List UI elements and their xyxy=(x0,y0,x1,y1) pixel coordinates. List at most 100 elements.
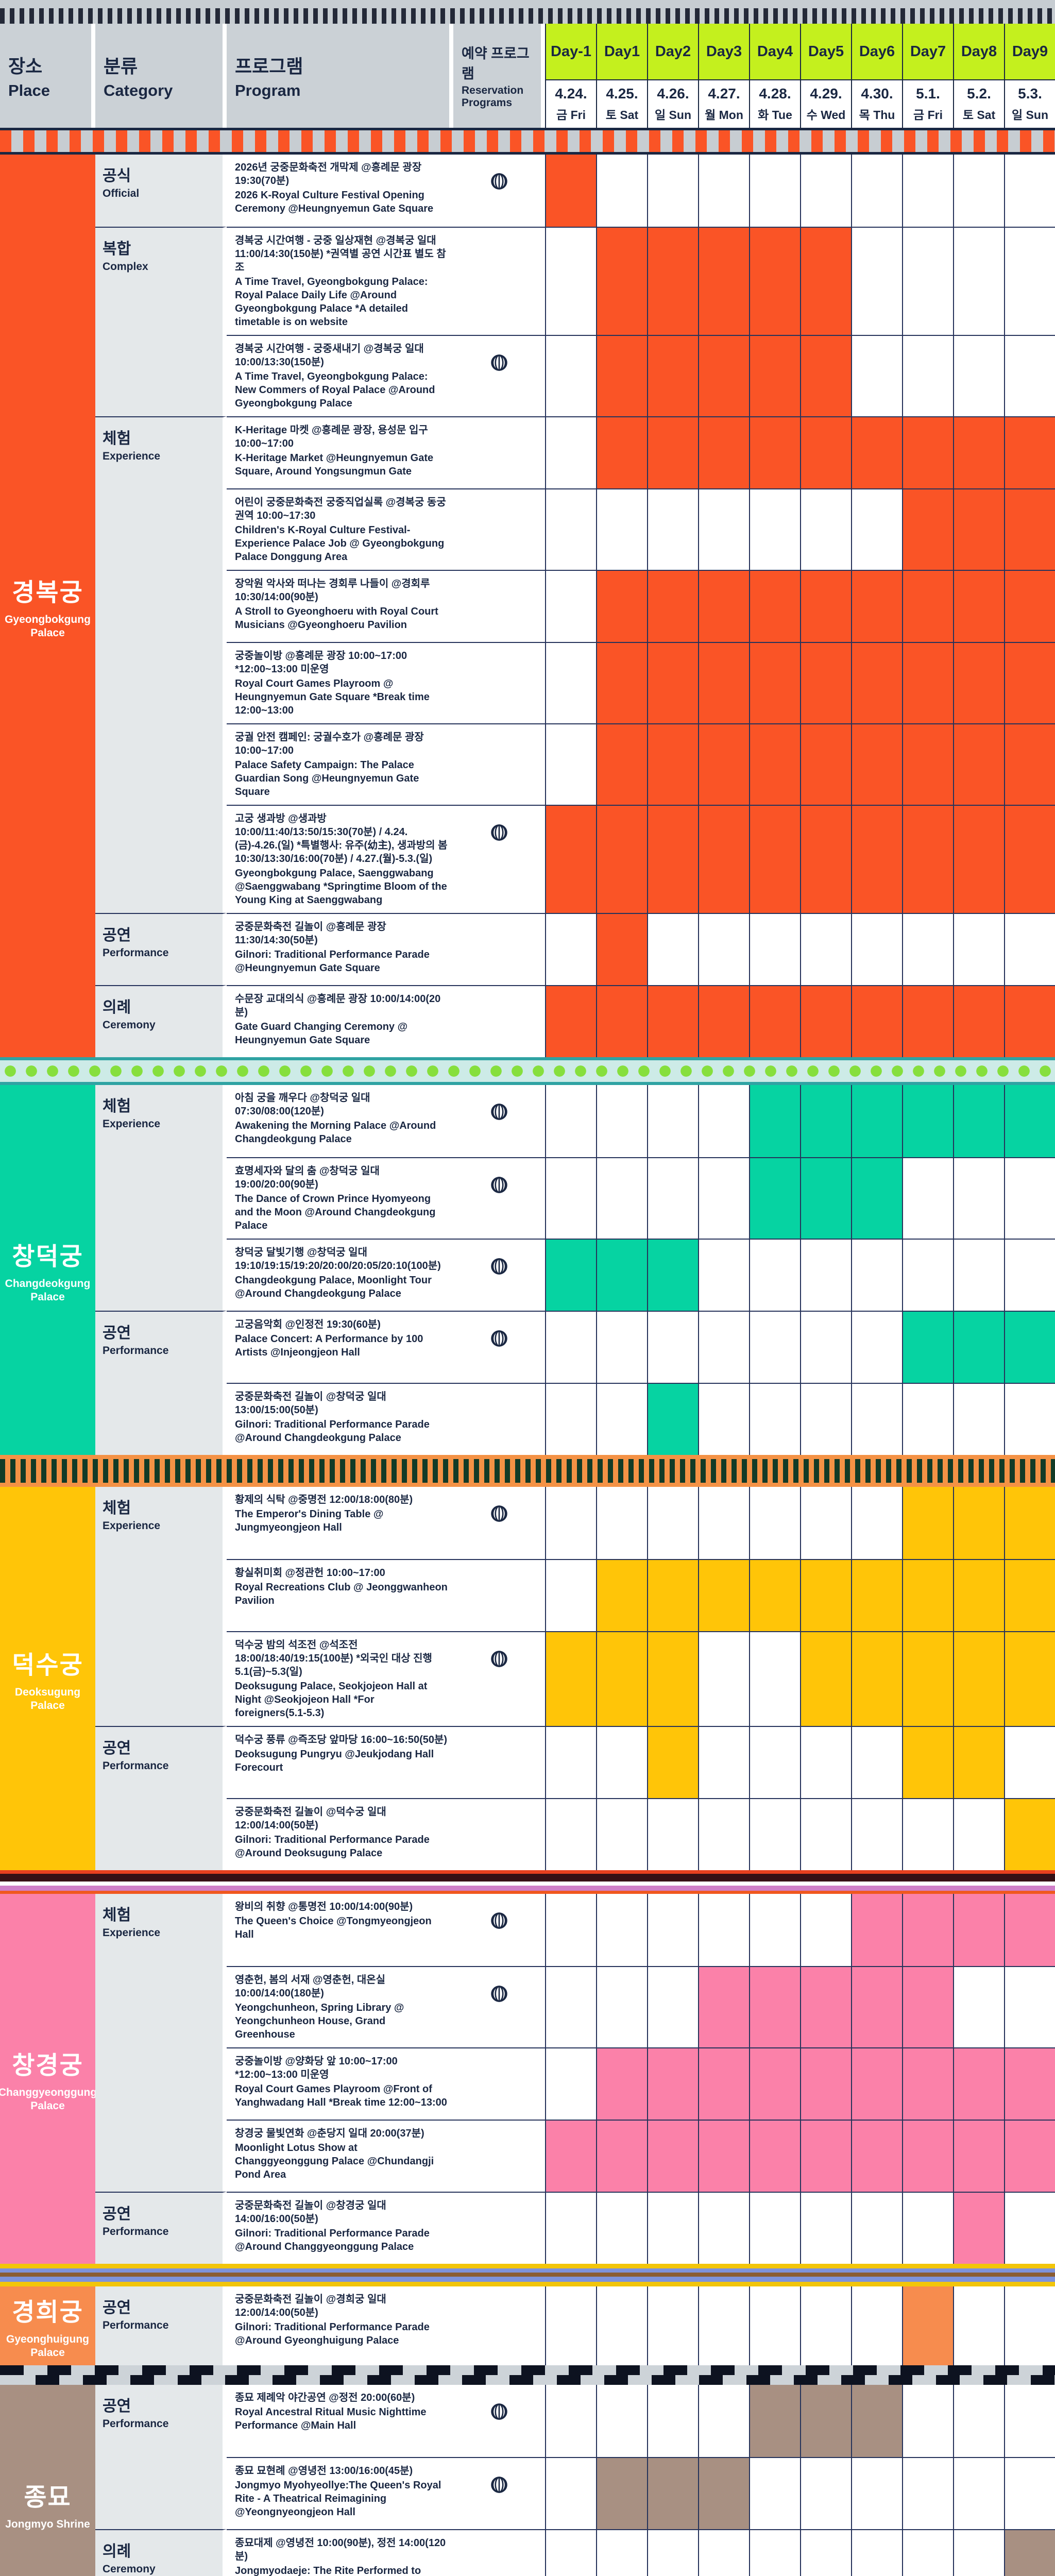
day-cell-empty xyxy=(851,913,902,985)
day-cell-filled xyxy=(902,488,953,570)
section-separator xyxy=(0,1455,1055,1487)
day-cell-filled xyxy=(749,1559,800,1631)
day-cell-filled xyxy=(1004,642,1055,723)
program-cell: 덕수궁 밤의 석조전 @석조전 18:00/18:40/19:15(100분) … xyxy=(227,1631,453,1726)
day-cell-filled xyxy=(596,723,647,805)
day-cell-empty xyxy=(698,2286,749,2365)
reservation-striped-globe-icon xyxy=(490,1103,508,1121)
day-cell-empty xyxy=(647,1487,698,1559)
day-cell-empty xyxy=(545,642,596,723)
program-title-ko: 덕수궁 밤의 석조전 @석조전 18:00/18:40/19:15(100분) … xyxy=(235,1638,448,1679)
reservation-cell xyxy=(453,1311,545,1383)
day-cell-empty xyxy=(749,2286,800,2365)
day-cell-empty xyxy=(749,1311,800,1383)
category-en: Performance xyxy=(103,1760,215,1772)
day-cell-empty xyxy=(800,1487,851,1559)
day-header-date: 4.24.금 Fri xyxy=(546,79,596,128)
day-cell-empty xyxy=(1004,1239,1055,1311)
day-cell-filled xyxy=(851,2120,902,2192)
top-stripe-border xyxy=(0,0,1055,24)
day-cell-empty xyxy=(647,913,698,985)
program-cell: 경복궁 시간여행 - 궁중새내기 @경복궁 일대 10:00/13:30(150… xyxy=(227,335,453,416)
day-cell-empty xyxy=(545,2286,596,2365)
day-cell-empty xyxy=(749,1383,800,1455)
program-title-ko: 창경궁 물빛연화 @춘당지 일대 20:00(37분) xyxy=(235,2127,448,2140)
day-cell-empty xyxy=(749,2529,800,2576)
day-cell-filled xyxy=(698,570,749,642)
date-value: 4.30. xyxy=(861,86,893,102)
reservation-cell xyxy=(453,723,545,805)
day-cell-filled xyxy=(698,2047,749,2120)
day-header-date: 5.2.토 Sat xyxy=(954,79,1004,128)
day-cell-empty xyxy=(851,2192,902,2264)
day-cell-filled xyxy=(953,723,1004,805)
program-cell: 궁중문화축전 길놀이 @창경궁 일대 14:00/16:00(50분)Gilno… xyxy=(227,2192,453,2264)
day-cell-filled xyxy=(953,985,1004,1057)
day-cell-empty xyxy=(698,1798,749,1870)
day-header-label: Day5 xyxy=(801,24,851,79)
date-value: 4.29. xyxy=(810,86,842,102)
day-cell-empty xyxy=(698,155,749,227)
program-title-ko: 궁중문화축전 길놀이 @경희궁 일대 12:00/14:00(50분) xyxy=(235,2293,448,2319)
day-cell-filled xyxy=(902,1487,953,1559)
day-cell-empty xyxy=(698,1311,749,1383)
day-cell-filled xyxy=(749,805,800,913)
day-cell-empty xyxy=(698,1239,749,1311)
day-cell-empty xyxy=(545,1085,596,1157)
category-en: Experience xyxy=(103,450,215,463)
place-name-ko: 창덕궁 xyxy=(12,1236,83,1272)
day-cell-empty xyxy=(596,1383,647,1455)
day-cell-filled xyxy=(902,1726,953,1798)
day-cell-empty xyxy=(851,227,902,335)
category-ko: 체험 xyxy=(103,1495,215,1518)
day-cell-filled xyxy=(953,488,1004,570)
day-cell-empty xyxy=(749,488,800,570)
reservation-striped-globe-icon xyxy=(490,172,508,191)
day-cell-filled xyxy=(1004,1085,1055,1157)
day-cell-empty xyxy=(902,2529,953,2576)
day-header-date: 5.3.일 Sun xyxy=(1005,79,1055,128)
day-cell-filled xyxy=(1004,1487,1055,1559)
day-cell-filled xyxy=(953,1631,1004,1726)
program-cell: 영춘헌, 봄의 서재 @영춘헌, 대온실 10:00/14:00(180분)Ye… xyxy=(227,1966,453,2047)
day-cell-empty xyxy=(749,1487,800,1559)
program-cell: 창경궁 물빛연화 @춘당지 일대 20:00(37분)Moonlight Lot… xyxy=(227,2120,453,2192)
day-cell-filled xyxy=(545,985,596,1057)
day-cell-filled xyxy=(1004,1798,1055,1870)
day-cell-empty xyxy=(851,488,902,570)
day-cell-empty xyxy=(851,1383,902,1455)
day-header-date: 5.1.금 Fri xyxy=(903,79,953,128)
place-name-ko: 창경궁 xyxy=(12,2045,83,2081)
day-cell-empty xyxy=(647,488,698,570)
day-cell-filled xyxy=(800,642,851,723)
day-cell-filled xyxy=(647,1726,698,1798)
day-cell-filled xyxy=(1004,416,1055,488)
program-title-ko: 궁중문화축전 길놀이 @창경궁 일대 14:00/16:00(50분) xyxy=(235,2199,448,2226)
program-title-ko: K-Heritage 마켓 @흥례문 광장, 용성문 입구 10:00~17:0… xyxy=(235,423,448,450)
day-cell-empty xyxy=(647,155,698,227)
header-place: 장소 Place xyxy=(0,24,95,128)
day-cell-empty xyxy=(596,1157,647,1239)
day-cell-empty xyxy=(749,1726,800,1798)
day-cell-filled xyxy=(749,723,800,805)
day-cell-filled xyxy=(545,2120,596,2192)
program-title-en: Gate Guard Changing Ceremony @ Heungnyem… xyxy=(235,1020,448,1047)
day-cell-filled xyxy=(698,985,749,1057)
program-title-en: Gilnori: Traditional Performance Parade … xyxy=(235,948,448,975)
day-cell-empty xyxy=(545,1966,596,2047)
day-header-label: Day4 xyxy=(750,24,800,79)
day-header-date: 4.28.화 Tue xyxy=(750,79,800,128)
program-cell: 어린이 궁중문화축전 궁중직업실록 @경복궁 동궁 권역 10:00~17:30… xyxy=(227,488,453,570)
day-cell-empty xyxy=(953,155,1004,227)
program-title-en: Royal Recreations Club @ Jeonggwanheon P… xyxy=(235,1581,448,1607)
category-ko: 의례 xyxy=(103,994,215,1017)
day-cell-filled xyxy=(698,1559,749,1631)
day-cell-empty xyxy=(698,1726,749,1798)
day-cell-filled xyxy=(800,335,851,416)
day-cell-empty xyxy=(545,227,596,335)
